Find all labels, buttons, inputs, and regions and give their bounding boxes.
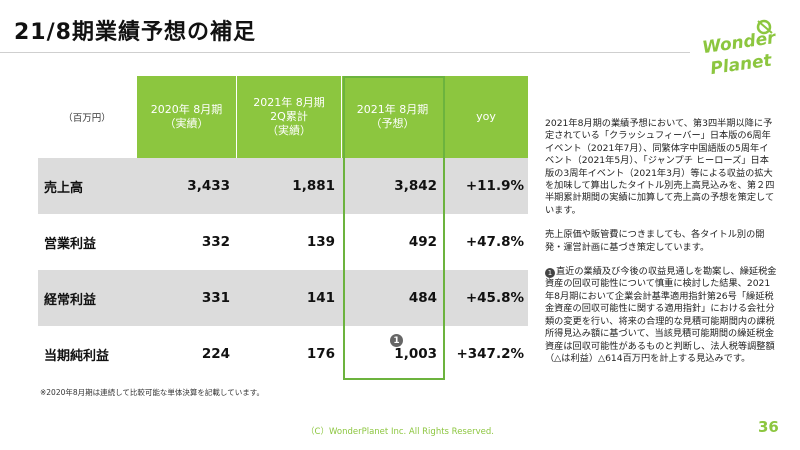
row-label: 経常利益 xyxy=(44,292,97,308)
header-fy2021-2q-line2: 2Q累計 xyxy=(270,110,308,123)
header-fy2021-2q-line3: （実績） xyxy=(267,124,311,137)
table-row: 営業利益 332 139 492 +47.8% xyxy=(38,214,528,270)
page-title: 21/8期業績予想の補足 xyxy=(14,20,256,45)
table-footnote: ※2020年8月期は連続して比較可能な単体決算を記載しています。 xyxy=(40,388,264,397)
header-fy2021-2q-line1: 2021年 8月期 xyxy=(253,96,325,109)
row-label: 営業利益 xyxy=(44,236,97,252)
copyright: （C）WonderPlanet Inc. All Rights Reserved… xyxy=(306,427,494,437)
cell-value: 139 xyxy=(306,234,335,250)
page-number: 36 xyxy=(758,418,779,436)
header-fy2021-forecast-line2: （予想） xyxy=(370,117,415,130)
side-paragraph-3: 1 直近の業績及び今後の収益見通しを勘案し、繰延税金資産の回収可能性について慎重に… xyxy=(545,266,777,365)
cell-value: 141 xyxy=(306,290,335,306)
side-paragraph-1: 2021年8月期の業績予想において、第3四半期以降に予定されている「クラッシュフ… xyxy=(545,118,775,216)
cell-value: 331 xyxy=(201,290,230,306)
footnote-badge-1: 1 xyxy=(390,334,403,347)
header-fy2020-line2: （実績） xyxy=(164,117,209,130)
table-row: 売上高 3,433 1,881 3,842 +11.9% xyxy=(38,158,528,214)
cell-yoy: +347.2% xyxy=(456,346,524,362)
header-fy2021-forecast: 2021年 8月期 （予想） xyxy=(341,76,443,158)
cell-value: 3,433 xyxy=(187,178,230,194)
cell-value: 484 xyxy=(408,290,437,306)
forecast-table: （百万円） 2020年 8月期 （実績） 2021年 8月期 2Q累計 （実績）… xyxy=(38,76,528,382)
table-row: 当期純利益 224 176 1,003 +347.2% xyxy=(38,326,528,382)
table-header-row: （百万円） 2020年 8月期 （実績） 2021年 8月期 2Q累計 （実績）… xyxy=(38,76,528,158)
cell-value: 224 xyxy=(201,346,230,362)
footnote-mark-1: 1 xyxy=(545,268,555,279)
cell-value: 492 xyxy=(408,234,437,250)
cell-value: 3,842 xyxy=(394,178,437,194)
cell-yoy: +47.8% xyxy=(465,234,524,250)
side-paragraph-3-text: 直近の業績及び今後の収益見通しを勘案し、繰延税金資産の回収可能性について慎重に検… xyxy=(545,266,777,364)
header-yoy: yoy xyxy=(443,76,528,158)
unit-label: （百万円） xyxy=(63,113,111,124)
title-divider xyxy=(0,52,690,53)
side-notes: 2021年8月期の業績予想において、第3四半期以降に予定されている「クラッシュフ… xyxy=(545,118,777,365)
row-label: 当期純利益 xyxy=(44,348,110,364)
table-row: 経常利益 331 141 484 +45.8% xyxy=(38,270,528,326)
header-fy2021-2q: 2021年 8月期 2Q累計 （実績） xyxy=(236,76,341,158)
cell-yoy: +45.8% xyxy=(465,290,524,306)
header-fy2020-line1: 2020年 8月期 xyxy=(150,103,223,116)
cell-value: 332 xyxy=(201,234,230,250)
side-paragraph-2: 売上原価や販管費につきましても、各タイトル別の開発・運営計画に基づき策定していま… xyxy=(545,229,765,253)
wonderplanet-logo: Wonder Planet xyxy=(701,19,778,79)
cell-value: 1,003 xyxy=(394,346,437,362)
cell-value: 1,881 xyxy=(292,178,335,194)
header-fy2020: 2020年 8月期 （実績） xyxy=(136,76,236,158)
cell-value: 176 xyxy=(306,346,335,362)
header-fy2021-forecast-line1: 2021年 8月期 xyxy=(356,103,429,116)
cell-yoy: +11.9% xyxy=(465,178,524,194)
row-label: 売上高 xyxy=(44,180,84,196)
